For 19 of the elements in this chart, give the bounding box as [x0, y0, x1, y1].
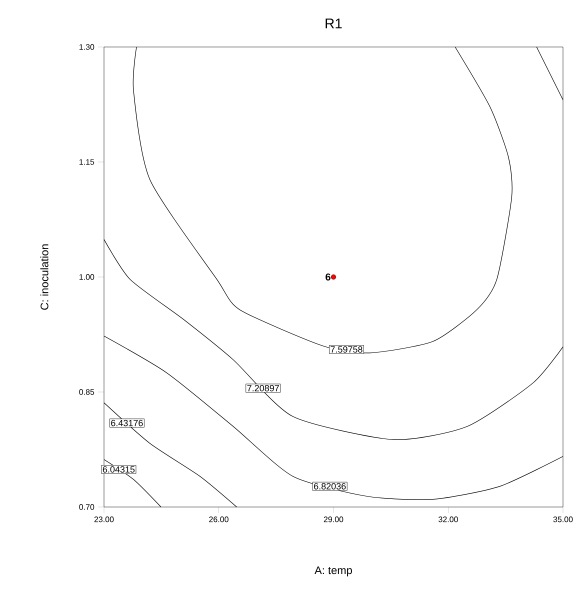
x-axis-title: A: temp: [314, 566, 352, 576]
y-tick-label: 1.30: [80, 44, 94, 50]
x-tick-label: 29.00: [324, 516, 344, 522]
series-label: 7.20897: [247, 384, 279, 392]
y-axis-title: C: inoculation: [40, 244, 48, 310]
x-tick-label: 32.00: [438, 516, 458, 522]
y-tick-label: 0.85: [79, 389, 94, 395]
series-label: 6.82036: [314, 483, 346, 490]
y-tick-label: 0.70: [79, 504, 94, 510]
x-tick-label: 26.00: [209, 516, 228, 522]
y-tick-label: 1.15: [80, 159, 94, 165]
annotation: 6: [326, 273, 330, 281]
x-tick-label: 23.00: [94, 516, 114, 522]
series-label: 7.59758: [330, 346, 362, 353]
y-tick-label: 1.00: [80, 274, 94, 280]
series-label: 6.04315: [102, 466, 135, 473]
x-tick-label: 35.00: [553, 516, 573, 522]
series-label: 6.43176: [111, 420, 143, 426]
chart-title: R1: [326, 18, 342, 28]
